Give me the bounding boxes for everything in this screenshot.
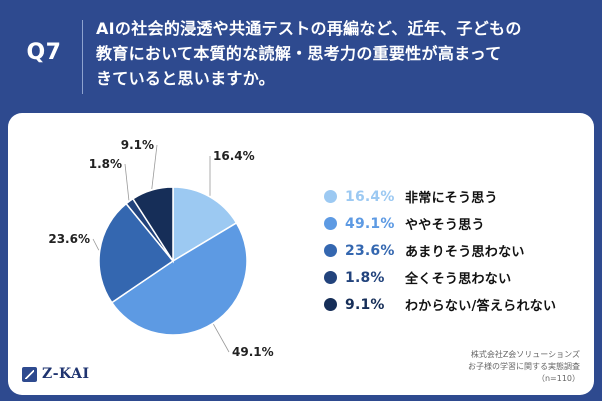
slice-label-2: 49.1% — [232, 345, 274, 359]
legend-item-5: 9.1% わからない/答えられない — [324, 291, 594, 318]
legend-item-1: 16.4% 非常にそう思う — [324, 183, 594, 210]
legend-item-4: 1.8% 全くそう思わない — [324, 264, 594, 291]
source-company: 株式会社Z会ソリューションズ — [470, 350, 580, 359]
question-header: Q7 AIの社会的浸透や共通テストの再編など、近年、子どもの 教育において本質的… — [0, 0, 602, 108]
slice-label-1: 16.4% — [213, 149, 255, 163]
legend-value-4: 1.8% — [345, 269, 385, 286]
source-survey: お子様の学習に関する実態調査 — [468, 362, 580, 371]
chart-legend: 16.4% 非常にそう思う 49.1% ややそう思う 23.6% あまりそう思わない 1.8… — [324, 183, 594, 318]
pie-slice-1 — [172, 186, 238, 263]
pie-slice-2 — [110, 221, 248, 336]
legend-swatch-5 — [324, 298, 337, 311]
pie-slice-3 — [98, 202, 175, 304]
slice-label-3: 23.6% — [48, 232, 90, 246]
header-divider — [82, 20, 83, 94]
legend-label-1: 非常にそう思う — [405, 191, 498, 206]
pie-slice-5 — [131, 186, 174, 264]
leader-line-2 — [213, 324, 230, 353]
legend-label-3: あまりそう思わない — [405, 245, 525, 260]
survey-source: 株式会社Z会ソリューションズ お子様の学習に関する実態調査 （n=110） — [468, 349, 580, 385]
legend-label-5: わからない/答えられない — [405, 299, 557, 314]
zkai-logo-text: Z-KAI — [42, 366, 90, 382]
leader-line-4 — [124, 163, 130, 201]
chart-panel: 16.4% 49.1% 23.6% 1.8% 9.1% 16.4% 非常にそう思う 49.1… — [8, 113, 594, 395]
slice-label-4: 1.8% — [89, 157, 122, 171]
leader-line-3 — [92, 238, 100, 251]
question-line-2: 教育において本質的な読解・思考力の重要性が高まって — [96, 44, 502, 63]
legend-label-4: 全くそう思わない — [405, 272, 512, 287]
zkai-logo-icon — [22, 366, 37, 382]
legend-swatch-4 — [324, 271, 337, 284]
legend-value-3: 23.6% — [345, 242, 395, 259]
zkai-logo: Z-KAI — [22, 366, 90, 382]
question-line-3: きていると思いますか。 — [96, 69, 275, 88]
question-text: AIの社会的浸透や共通テストの再編など、近年、子どもの 教育において本質的な読解… — [96, 16, 592, 91]
leader-line-5 — [151, 144, 158, 190]
source-sample-size: （n=110） — [536, 374, 580, 383]
legend-swatch-2 — [324, 217, 337, 230]
legend-value-5: 9.1% — [345, 296, 385, 313]
legend-swatch-1 — [324, 190, 337, 203]
question-number: Q7 — [26, 40, 62, 65]
legend-swatch-3 — [324, 244, 337, 257]
legend-value-2: 49.1% — [345, 215, 395, 232]
legend-item-2: 49.1% ややそう思う — [324, 210, 594, 237]
legend-label-2: ややそう思う — [405, 218, 485, 233]
slice-label-5: 9.1% — [121, 138, 154, 152]
question-line-1: AIの社会的浸透や共通テストの再編など、近年、子どもの — [96, 19, 522, 38]
legend-item-3: 23.6% あまりそう思わない — [324, 237, 594, 264]
legend-value-1: 16.4% — [345, 188, 395, 205]
pie-chart: 16.4% 49.1% 23.6% 1.8% 9.1% — [48, 138, 274, 359]
